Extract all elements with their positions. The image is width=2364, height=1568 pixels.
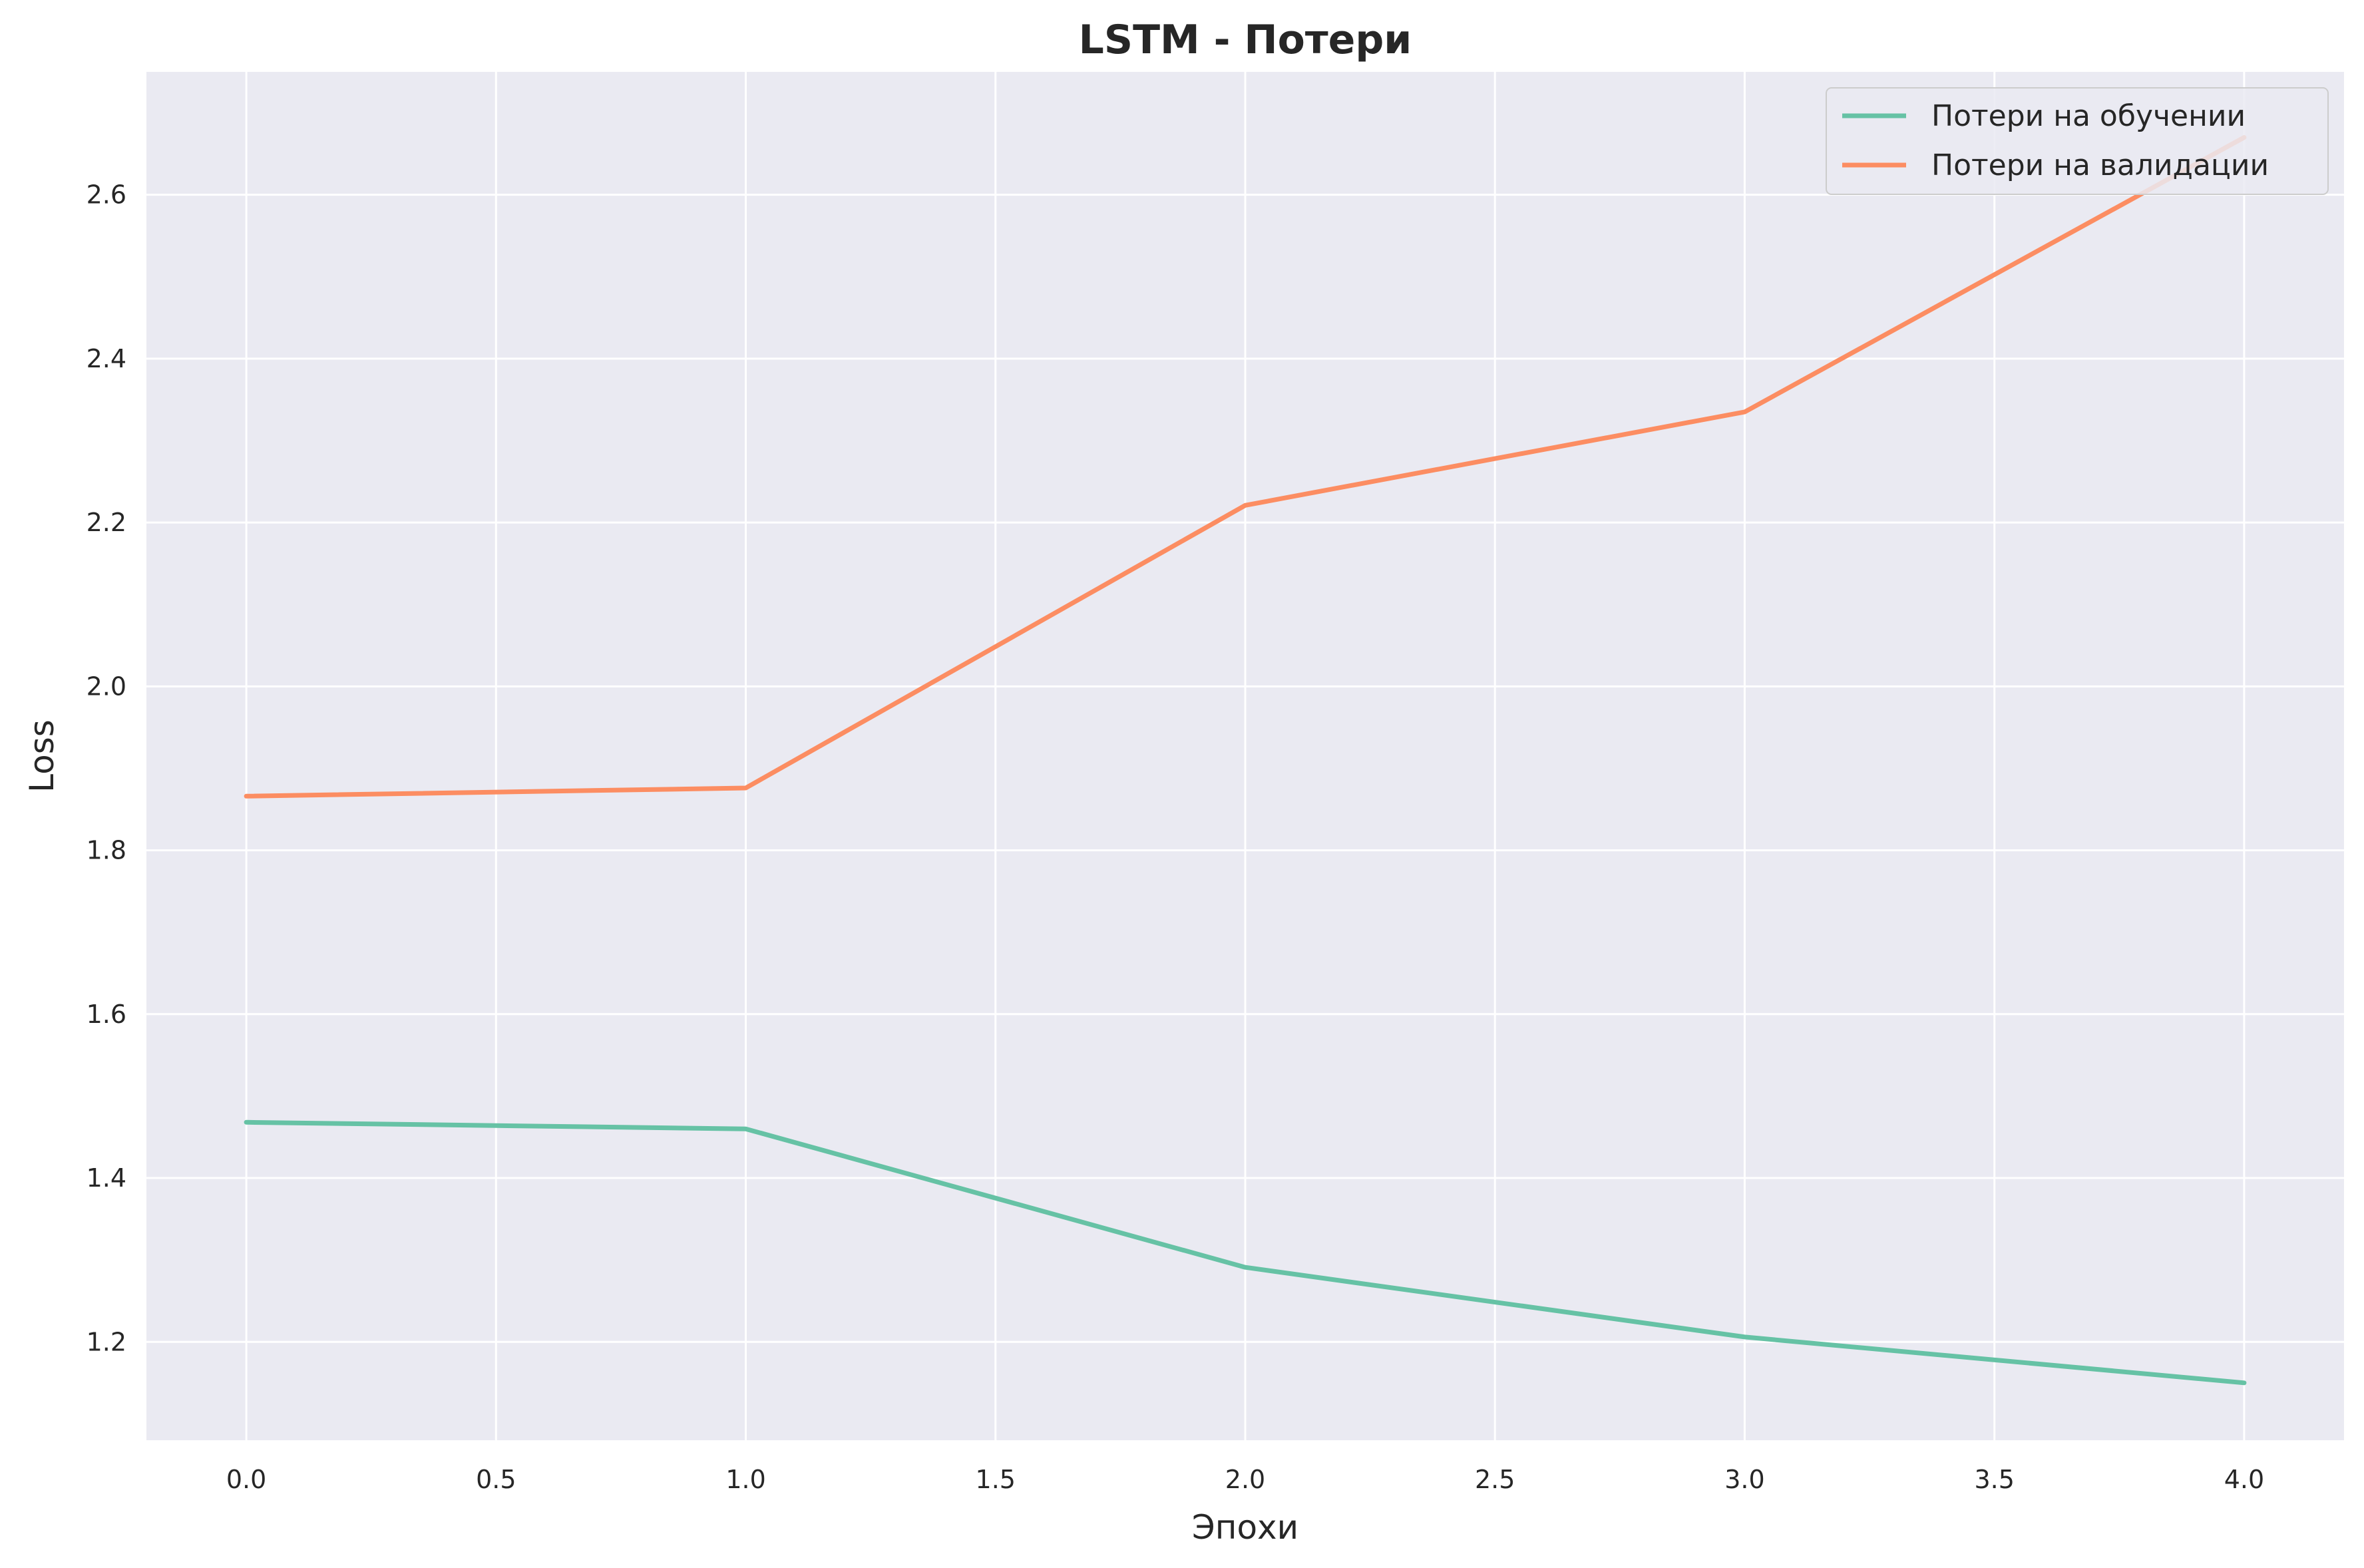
legend-label-val: Потери на валидации xyxy=(1931,148,2269,182)
y-tick-label: 1.2 xyxy=(87,1327,126,1356)
series-lines xyxy=(244,135,2247,1386)
y-tick-label: 1.6 xyxy=(87,1000,126,1029)
x-tick-label: 2.5 xyxy=(1475,1465,1515,1494)
series-line-train xyxy=(244,1119,2247,1386)
x-tick-label: 1.5 xyxy=(976,1465,1016,1494)
x-tick-label: 3.0 xyxy=(1724,1465,1764,1494)
x-tick-labels: 0.0 0.5 1.0 1.5 2.0 2.5 3.0 3.5 4.0 xyxy=(226,1465,2264,1494)
y-tick-labels: 1.2 1.4 1.6 1.8 2.0 2.2 2.4 2.6 xyxy=(87,180,126,1357)
chart-title: LSTM - Потери xyxy=(1079,17,1412,63)
x-tick-label: 0.5 xyxy=(476,1465,516,1494)
legend: Потери на обучении Потери на валидации xyxy=(1826,87,2329,195)
y-tick-label: 2.4 xyxy=(87,344,126,373)
y-axis-label: Loss xyxy=(23,719,61,793)
y-tick-label: 1.8 xyxy=(87,836,126,865)
y-tick-label: 2.6 xyxy=(87,180,126,210)
series-line-val xyxy=(244,135,2247,799)
y-tick-label: 2.2 xyxy=(87,508,126,537)
x-tick-label: 3.5 xyxy=(1974,1465,2014,1494)
legend-box xyxy=(1826,87,2329,195)
y-tick-label: 1.4 xyxy=(87,1163,126,1193)
x-tick-label: 1.0 xyxy=(725,1465,765,1494)
legend-label-train: Потери на обучении xyxy=(1931,99,2246,133)
x-tick-label: 4.0 xyxy=(2224,1465,2264,1494)
grid xyxy=(146,72,2344,1440)
x-axis-label: Эпохи xyxy=(1192,1508,1298,1547)
x-tick-label: 0.0 xyxy=(226,1465,266,1494)
y-tick-label: 2.0 xyxy=(87,672,126,701)
x-tick-label: 2.0 xyxy=(1225,1465,1265,1494)
